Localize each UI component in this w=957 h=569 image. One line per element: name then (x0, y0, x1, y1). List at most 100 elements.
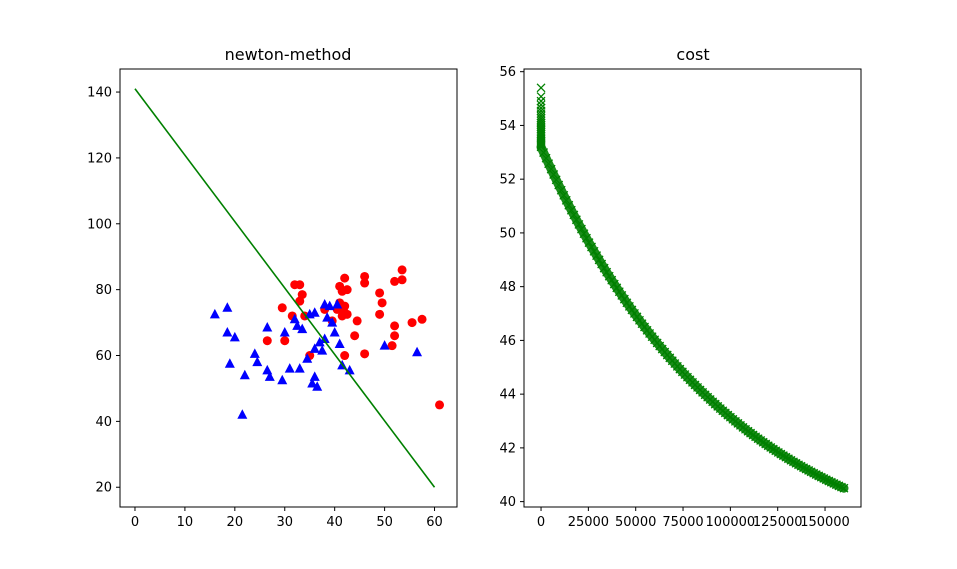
data-point-triangle (309, 343, 320, 353)
data-point-circle (397, 275, 407, 285)
x-tick-label: 50000 (615, 515, 656, 530)
data-point-circle (295, 296, 305, 306)
data-point-circle (390, 331, 400, 341)
chart-title: newton-method (225, 45, 352, 64)
data-point-triangle (322, 312, 333, 322)
data-point-triangle (277, 374, 288, 385)
data-point-circle (342, 309, 352, 319)
data-point-circle (407, 318, 417, 328)
y-tick-label: 44 (499, 388, 516, 403)
data-point-circle (360, 349, 370, 359)
data-point-triangle (327, 317, 338, 327)
data-point-triangle (314, 336, 325, 347)
newton-method-chart: newton-method 0 10 20 30 40 50 60 20 40 60 80 100 12… (87, 45, 458, 530)
data-point-circle (375, 288, 385, 298)
data-point-circle (390, 321, 400, 331)
data-point-circle (340, 273, 350, 283)
axes-frame (119, 68, 458, 508)
data-point-triangle (284, 363, 295, 373)
x-tick-label: 10 (177, 515, 194, 530)
x-tick-label: 0 (537, 515, 545, 530)
x-tick-label: 25000 (568, 515, 609, 530)
data-point-triangle (332, 298, 343, 309)
cost-point-x (536, 92, 546, 102)
x-tick-label: 20 (227, 515, 244, 530)
x-tick-label: 60 (426, 515, 443, 530)
data-point-triangle (262, 322, 273, 332)
y-tick-label: 52 (499, 173, 516, 188)
data-point-triangle (324, 300, 335, 311)
data-point-circle (340, 301, 350, 311)
y-tick-label: 48 (499, 280, 516, 295)
data-point-circle (360, 271, 370, 281)
data-point-triangle (319, 333, 330, 344)
cost-curve-band (536, 142, 849, 493)
data-point-triangle (302, 353, 313, 363)
data-point-circle (377, 298, 387, 308)
data-point-circle (352, 316, 362, 326)
x-tick-label: 100000 (706, 515, 756, 530)
data-point-triangle (297, 323, 308, 334)
data-point-triangle (279, 326, 290, 337)
data-point-circle (342, 285, 352, 295)
x-tick-label: 75000 (662, 515, 703, 530)
axes: 0 10 20 30 40 50 60 20 40 60 80 100 120 140 (87, 86, 443, 530)
data-point-circle (417, 314, 427, 324)
y-tick-label: 20 (95, 481, 112, 496)
x-tick-label: 150000 (800, 515, 850, 530)
y-tick-label: 140 (87, 86, 112, 101)
data-point-triangle (229, 331, 240, 342)
data-point-triangle (334, 338, 345, 348)
data-point-triangle (412, 346, 423, 357)
data-point-circle (340, 351, 350, 361)
y-tick-label: 40 (95, 415, 112, 430)
data-point-circle (277, 303, 287, 313)
data-point-circle (390, 276, 400, 286)
data-point-circle (375, 309, 385, 319)
data-point-triangle (292, 320, 303, 330)
y-tick-label: 60 (95, 349, 112, 364)
x-tick-label: 125000 (753, 515, 803, 530)
data-point-triangle (317, 345, 328, 355)
data-point-triangle (237, 409, 248, 419)
data-point-triangle (224, 358, 235, 368)
data-point-circle (360, 278, 370, 288)
y-tick-label: 50 (499, 226, 516, 241)
x-tick-label: 50 (376, 515, 393, 530)
data-point-triangle (312, 381, 323, 391)
data-point-triangle (262, 364, 273, 375)
y-tick-label: 100 (87, 217, 112, 232)
data-point-circle (280, 336, 290, 346)
data-point-circle (387, 341, 397, 351)
data-point-circle (262, 336, 272, 346)
data-point-triangle (309, 371, 320, 381)
x-tick-label: 0 (131, 515, 139, 530)
data-point-triangle (309, 307, 320, 317)
y-tick-label: 42 (499, 441, 516, 456)
data-point-triangle (249, 348, 260, 358)
data-point-circle (350, 331, 360, 341)
x-tick-label: 30 (276, 515, 293, 530)
data-point-triangle (252, 356, 263, 367)
data-point-triangle (294, 363, 305, 373)
y-tick-label: 40 (499, 495, 516, 510)
decision-boundary-line (134, 88, 436, 488)
data-point-triangle (222, 326, 233, 337)
data-point-circle (397, 265, 407, 275)
data-point-triangle (264, 371, 275, 381)
data-point-triangle (239, 369, 250, 380)
cost-point-x (536, 113, 546, 123)
data-point-circle (435, 400, 445, 410)
y-tick-label: 46 (499, 334, 516, 349)
data-point-circle (295, 280, 305, 290)
data-point-triangle (329, 326, 340, 337)
x-tick-label: 40 (326, 515, 343, 530)
data-point-triangle (209, 308, 220, 319)
cost-point-x (536, 83, 546, 93)
data-point-triangle (379, 340, 390, 350)
plot-marks (536, 83, 849, 493)
cost-point-x (536, 96, 546, 106)
y-tick-label: 54 (499, 119, 516, 134)
